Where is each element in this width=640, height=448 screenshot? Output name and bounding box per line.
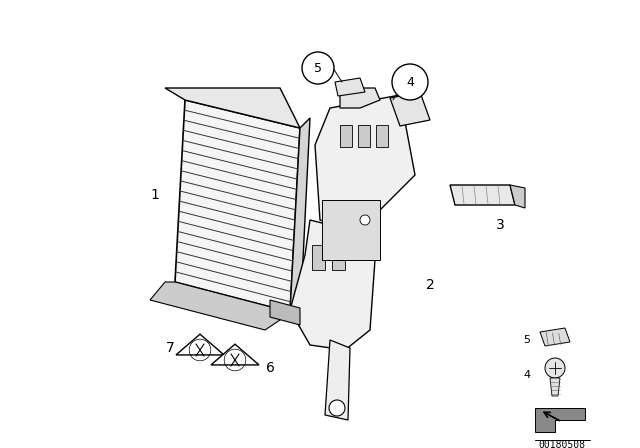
Text: 5: 5 bbox=[524, 335, 531, 345]
Polygon shape bbox=[176, 334, 224, 355]
Polygon shape bbox=[290, 118, 310, 320]
Text: 3: 3 bbox=[495, 218, 504, 232]
Polygon shape bbox=[165, 88, 300, 128]
Polygon shape bbox=[358, 125, 370, 147]
Polygon shape bbox=[315, 95, 415, 230]
Polygon shape bbox=[535, 408, 585, 432]
Text: 1: 1 bbox=[150, 188, 159, 202]
Polygon shape bbox=[335, 78, 365, 96]
Polygon shape bbox=[376, 125, 388, 147]
Circle shape bbox=[545, 358, 565, 378]
Polygon shape bbox=[510, 185, 525, 208]
Polygon shape bbox=[540, 328, 570, 346]
Circle shape bbox=[392, 64, 428, 100]
Polygon shape bbox=[332, 245, 345, 270]
Text: 4: 4 bbox=[524, 370, 531, 380]
Polygon shape bbox=[340, 88, 380, 108]
Polygon shape bbox=[175, 100, 300, 312]
Polygon shape bbox=[312, 245, 325, 270]
Circle shape bbox=[360, 215, 370, 225]
Text: 7: 7 bbox=[166, 341, 174, 355]
Polygon shape bbox=[150, 282, 290, 330]
Text: 6: 6 bbox=[266, 361, 275, 375]
Text: 5: 5 bbox=[314, 61, 322, 74]
Polygon shape bbox=[211, 344, 259, 365]
Text: 2: 2 bbox=[426, 278, 435, 292]
Polygon shape bbox=[290, 220, 375, 350]
Polygon shape bbox=[325, 340, 350, 420]
Polygon shape bbox=[340, 125, 352, 147]
Circle shape bbox=[329, 400, 345, 416]
Circle shape bbox=[302, 52, 334, 84]
Polygon shape bbox=[550, 378, 560, 396]
Polygon shape bbox=[270, 300, 300, 325]
Text: 00180508: 00180508 bbox=[538, 440, 586, 448]
Polygon shape bbox=[322, 200, 380, 260]
Polygon shape bbox=[390, 92, 430, 126]
Polygon shape bbox=[450, 185, 515, 205]
Text: 4: 4 bbox=[406, 76, 414, 89]
